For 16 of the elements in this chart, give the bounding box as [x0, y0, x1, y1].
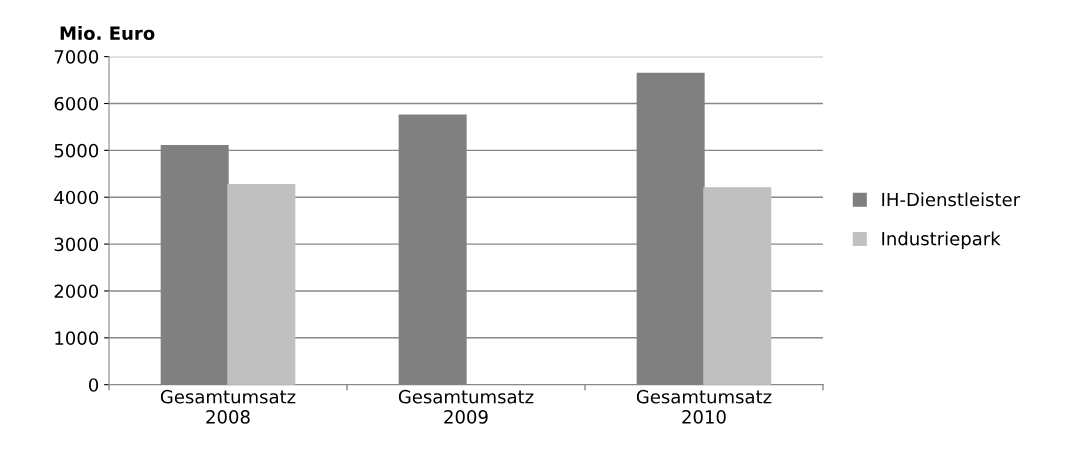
- y-tick-label: 5000: [54, 143, 99, 158]
- y-tick-label: 2000: [54, 284, 99, 299]
- y-tick-label: 6000: [54, 96, 99, 111]
- y-tick-label: 3000: [54, 237, 99, 252]
- y-tick-label: 4000: [54, 190, 99, 205]
- y-tick-label: 7000: [54, 50, 99, 64]
- x-tick-label: Gesamtumsatz 2009: [398, 389, 534, 424]
- legend-label: Industriepark: [882, 231, 1001, 249]
- legend-label: IH-Dienstleister: [882, 192, 1021, 207]
- y-axis-title: Mio. Euro: [60, 26, 155, 41]
- x-tick-label: Gesamtumsatz 2008: [160, 389, 296, 424]
- x-tick-label: Gesamtumsatz 2010: [636, 389, 772, 424]
- bar: [227, 183, 296, 385]
- bar: [703, 187, 772, 385]
- y-tick-label: 0: [88, 378, 99, 392]
- y-tick-label: 1000: [55, 331, 99, 345]
